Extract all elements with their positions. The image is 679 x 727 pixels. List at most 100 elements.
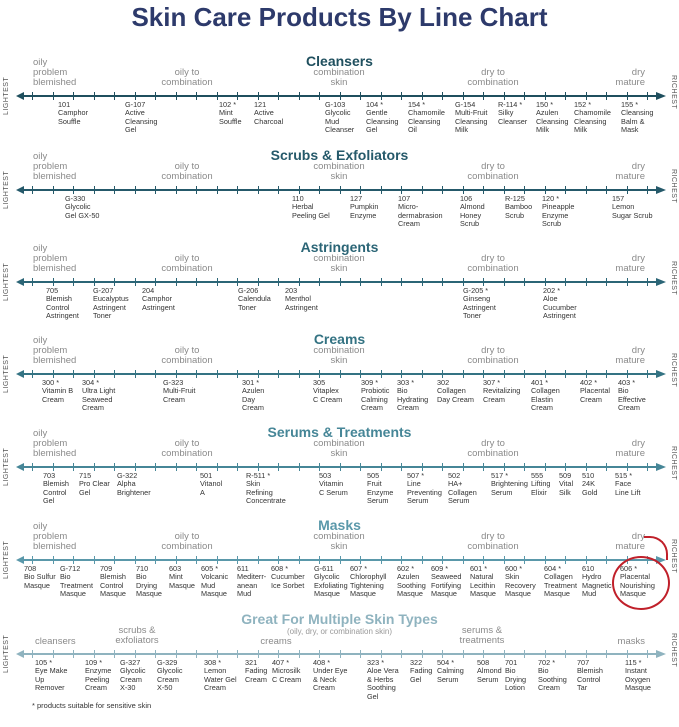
product-name: Treatment: [544, 580, 577, 590]
product-name: Herbal: [292, 202, 314, 212]
axis-tick: [380, 463, 382, 471]
axis-tick: [380, 650, 382, 658]
product-code: 307 *: [483, 378, 501, 387]
product-name: Soothing: [367, 683, 396, 693]
axis-tick: [134, 650, 136, 658]
product-name: Masque: [201, 589, 227, 599]
product-name: Pumpkin: [350, 202, 379, 212]
product-name: Gel: [125, 125, 137, 135]
product-code: 300 *: [42, 378, 60, 387]
section-title: Scrubs & Exfoliators: [270, 147, 409, 163]
product-code: G-327: [120, 658, 141, 667]
product-name: Masque: [431, 589, 457, 599]
axis-tick: [442, 370, 443, 378]
axis-tick: [339, 92, 341, 100]
product-code: 505: [367, 471, 380, 480]
zone-label: dry to combination: [467, 438, 519, 459]
axis-tick: [32, 186, 33, 194]
axis-tick: [73, 650, 74, 658]
product-name: Bio: [60, 572, 71, 582]
product-code: 323 *: [367, 658, 385, 667]
product-name: Cucumber: [271, 572, 305, 582]
product-name: Masque: [625, 683, 651, 693]
axis-tick: [237, 463, 238, 471]
axis-tick: [175, 370, 177, 378]
axis-tick: [360, 92, 361, 100]
product-name: Cream: [531, 403, 553, 413]
axis-tick: [462, 370, 464, 378]
axis-tick: [565, 278, 566, 286]
product-name: Cleansing: [366, 116, 399, 126]
axis-tick: [196, 556, 197, 564]
product-label: 308 * Lemon Water Gel Cream: [204, 658, 237, 693]
product-name: Silk: [559, 487, 571, 497]
product-name: 24K: [582, 479, 595, 489]
product-name: Tightening: [350, 580, 384, 590]
product-name: Cleanser: [325, 125, 355, 135]
product-label: 510 24K Gold: [582, 471, 597, 497]
axis-tick: [73, 556, 74, 564]
product-code: 106: [460, 194, 473, 203]
product-code: R-114 *: [498, 100, 523, 109]
axis-tick: [196, 370, 197, 378]
product-label: 607 * Chlorophyll Tightening Masque: [350, 564, 387, 599]
axis-tick: [442, 92, 443, 100]
section-title: Cleansers: [306, 53, 373, 69]
product-name: Masque: [136, 589, 162, 599]
axis-tick: [544, 370, 546, 378]
product-name: Mud: [237, 589, 252, 599]
axis-tick: [114, 186, 115, 194]
axis-line: [16, 92, 666, 100]
richest-label: RICHEST: [670, 75, 677, 110]
axis-tick: [401, 370, 402, 378]
axis-tick: [257, 186, 259, 194]
product-label: 323 * Aloe Vera & Herbs Soothing Gel: [367, 658, 399, 701]
product-label: 109 * Enzyme Peeling Cream: [85, 658, 111, 693]
zone-label: dry mature: [615, 531, 645, 552]
richest-label: RICHEST: [670, 446, 677, 481]
product-label: 101 Camphor Souffle: [58, 100, 88, 126]
product-code: 710: [136, 564, 149, 573]
product-name: Azulen: [397, 572, 420, 582]
product-code: R-511 *: [246, 471, 271, 480]
product-code: G-205 *: [463, 286, 489, 295]
product-name: Cream: [398, 219, 420, 229]
axis-tick: [647, 186, 648, 194]
axis-tick: [134, 278, 136, 286]
product-label: 611 Mediterr-anean Mud: [237, 564, 266, 599]
product-code: 508: [477, 658, 490, 667]
axis-tick: [319, 556, 320, 564]
product-code: 705: [46, 286, 59, 295]
axis-tick: [380, 370, 382, 378]
product-name: Fading: [245, 666, 268, 676]
product-label: 157 Lemon Sugar Scrub: [612, 194, 653, 220]
axis-tick: [278, 556, 279, 564]
axis-tick: [339, 463, 341, 471]
axis-tick: [114, 650, 115, 658]
axis-tick: [237, 278, 238, 286]
product-name: Collagen: [448, 487, 477, 497]
product-label: 304 * Ultra Light Seaweed Cream: [82, 378, 115, 413]
richest-label: RICHEST: [670, 633, 677, 668]
axis-tick: [93, 556, 95, 564]
axis-tick: [155, 650, 156, 658]
product-name: Souffle: [219, 116, 242, 126]
product-label: 322 Fading Gel: [410, 658, 432, 684]
zone-label: combination skin: [313, 438, 365, 459]
zone-label: oily to combination: [161, 438, 213, 459]
axis-tick: [421, 278, 423, 286]
product-name: Cream: [163, 394, 185, 404]
axis-tick: [73, 186, 74, 194]
product-code: 701: [505, 658, 518, 667]
zone-label: cleansers: [35, 635, 76, 647]
richest-label: RICHEST: [670, 261, 677, 296]
zone-label: dry mature: [615, 345, 645, 366]
product-name: Blemish: [46, 294, 72, 304]
product-label: 155 * Cleansing Balm & Mask: [621, 100, 653, 135]
axis-tick: [585, 650, 587, 658]
axis-tick: [93, 650, 95, 658]
product-name: Ginseng: [463, 294, 491, 304]
product-name: Aloe: [543, 294, 558, 304]
product-name: Cream: [42, 394, 64, 404]
product-code: 110: [292, 194, 304, 203]
